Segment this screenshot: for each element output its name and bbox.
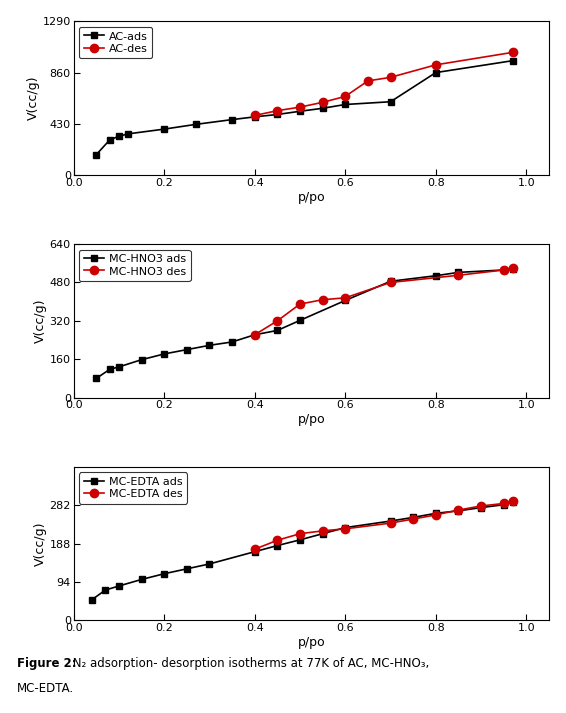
MC-EDTA des (455, 506, 462, 514)
MC-HNO3 des (500, 266, 507, 275)
MC-HNO3 ads (161, 349, 168, 358)
AC-des (432, 61, 439, 69)
AC-des (387, 73, 394, 81)
MC-EDTA ads (206, 560, 213, 568)
MC-HNO3 des (319, 295, 326, 304)
MC-EDTA ads (161, 570, 168, 578)
Text: MC-EDTA.: MC-EDTA. (17, 682, 74, 695)
AC-des (342, 92, 349, 101)
MC-HNO3 ads (251, 331, 258, 339)
AC-ads (251, 113, 258, 121)
MC-EDTA ads (509, 498, 516, 506)
MC-EDTA des (410, 515, 417, 523)
Line: MC-EDTA des: MC-EDTA des (251, 496, 517, 553)
MC-EDTA des (387, 519, 394, 528)
AC-ads (125, 130, 131, 138)
AC-ads (106, 135, 113, 144)
Text: Figure 2:: Figure 2: (17, 657, 76, 670)
MC-HNO3 ads (455, 268, 462, 277)
Legend: MC-HNO3 ads, MC-HNO3 des: MC-HNO3 ads, MC-HNO3 des (79, 250, 191, 281)
MC-EDTA des (500, 499, 507, 508)
MC-HNO3 ads (297, 316, 303, 324)
AC-ads (93, 150, 100, 159)
MC-HNO3 ads (93, 374, 100, 383)
MC-EDTA ads (410, 513, 417, 522)
MC-HNO3 des (455, 271, 462, 279)
MC-EDTA ads (500, 501, 507, 509)
MC-EDTA ads (251, 548, 258, 556)
MC-EDTA ads (183, 565, 190, 573)
MC-EDTA des (274, 536, 281, 545)
AC-ads (192, 120, 199, 128)
Line: MC-HNO3 des: MC-HNO3 des (251, 263, 517, 339)
MC-EDTA des (432, 511, 439, 519)
MC-HNO3 des (387, 278, 394, 287)
MC-EDTA ads (432, 509, 439, 518)
MC-EDTA des (342, 525, 349, 533)
AC-des (509, 48, 516, 56)
AC-ads (509, 56, 516, 65)
X-axis label: p/po: p/po (298, 190, 325, 203)
AC-ads (161, 125, 168, 133)
MC-HNO3 ads (106, 365, 113, 374)
AC-ads (387, 98, 394, 106)
MC-HNO3 ads (138, 356, 145, 364)
AC-ads (274, 111, 281, 119)
MC-HNO3 ads (432, 272, 439, 280)
MC-EDTA des (509, 496, 516, 505)
AC-des (297, 103, 303, 111)
MC-EDTA des (478, 502, 484, 511)
Y-axis label: V(cc/g): V(cc/g) (34, 299, 47, 343)
AC-des (365, 76, 371, 85)
MC-HNO3 ads (115, 363, 122, 371)
AC-ads (432, 68, 439, 77)
Line: AC-ads: AC-ads (93, 57, 516, 158)
MC-HNO3 ads (183, 345, 190, 354)
X-axis label: p/po: p/po (298, 414, 325, 426)
Text: N₂ adsorption- desorption isotherms at 77K of AC, MC-HNO₃,: N₂ adsorption- desorption isotherms at 7… (69, 657, 429, 670)
AC-ads (229, 116, 235, 124)
AC-ads (115, 132, 122, 140)
MC-EDTA ads (455, 506, 462, 515)
Line: MC-HNO3 ads: MC-HNO3 ads (93, 265, 516, 382)
MC-EDTA ads (102, 586, 109, 595)
Legend: AC-ads, AC-des: AC-ads, AC-des (79, 27, 152, 58)
MC-EDTA ads (115, 582, 122, 590)
MC-EDTA ads (342, 523, 349, 532)
AC-des (251, 111, 258, 120)
MC-HNO3 ads (229, 338, 235, 347)
X-axis label: p/po: p/po (298, 636, 325, 649)
Line: MC-EDTA ads: MC-EDTA ads (88, 498, 516, 603)
MC-HNO3 des (509, 263, 516, 272)
Line: AC-des: AC-des (251, 48, 517, 120)
MC-HNO3 des (274, 317, 281, 325)
AC-ads (319, 104, 326, 113)
Legend: MC-EDTA ads, MC-EDTA des: MC-EDTA ads, MC-EDTA des (79, 472, 187, 503)
MC-EDTA ads (478, 503, 484, 512)
MC-HNO3 ads (206, 341, 213, 349)
MC-HNO3 ads (274, 326, 281, 334)
MC-EDTA ads (387, 517, 394, 525)
Y-axis label: V(cc/g): V(cc/g) (27, 76, 40, 120)
MC-EDTA ads (319, 530, 326, 538)
MC-EDTA ads (274, 541, 281, 550)
MC-EDTA ads (138, 575, 145, 584)
MC-HNO3 ads (509, 265, 516, 273)
MC-EDTA ads (88, 595, 95, 604)
MC-HNO3 ads (500, 266, 507, 275)
Y-axis label: V(cc/g): V(cc/g) (33, 521, 46, 566)
MC-HNO3 des (251, 331, 258, 339)
AC-des (319, 98, 326, 107)
AC-des (274, 106, 281, 115)
MC-EDTA des (251, 545, 258, 553)
MC-HNO3 ads (342, 296, 349, 304)
AC-ads (342, 101, 349, 109)
MC-HNO3 des (297, 299, 303, 308)
MC-HNO3 ads (387, 277, 394, 285)
MC-EDTA des (319, 527, 326, 535)
AC-ads (297, 107, 303, 116)
MC-EDTA des (297, 530, 303, 538)
MC-HNO3 des (342, 294, 349, 302)
MC-EDTA ads (297, 535, 303, 544)
